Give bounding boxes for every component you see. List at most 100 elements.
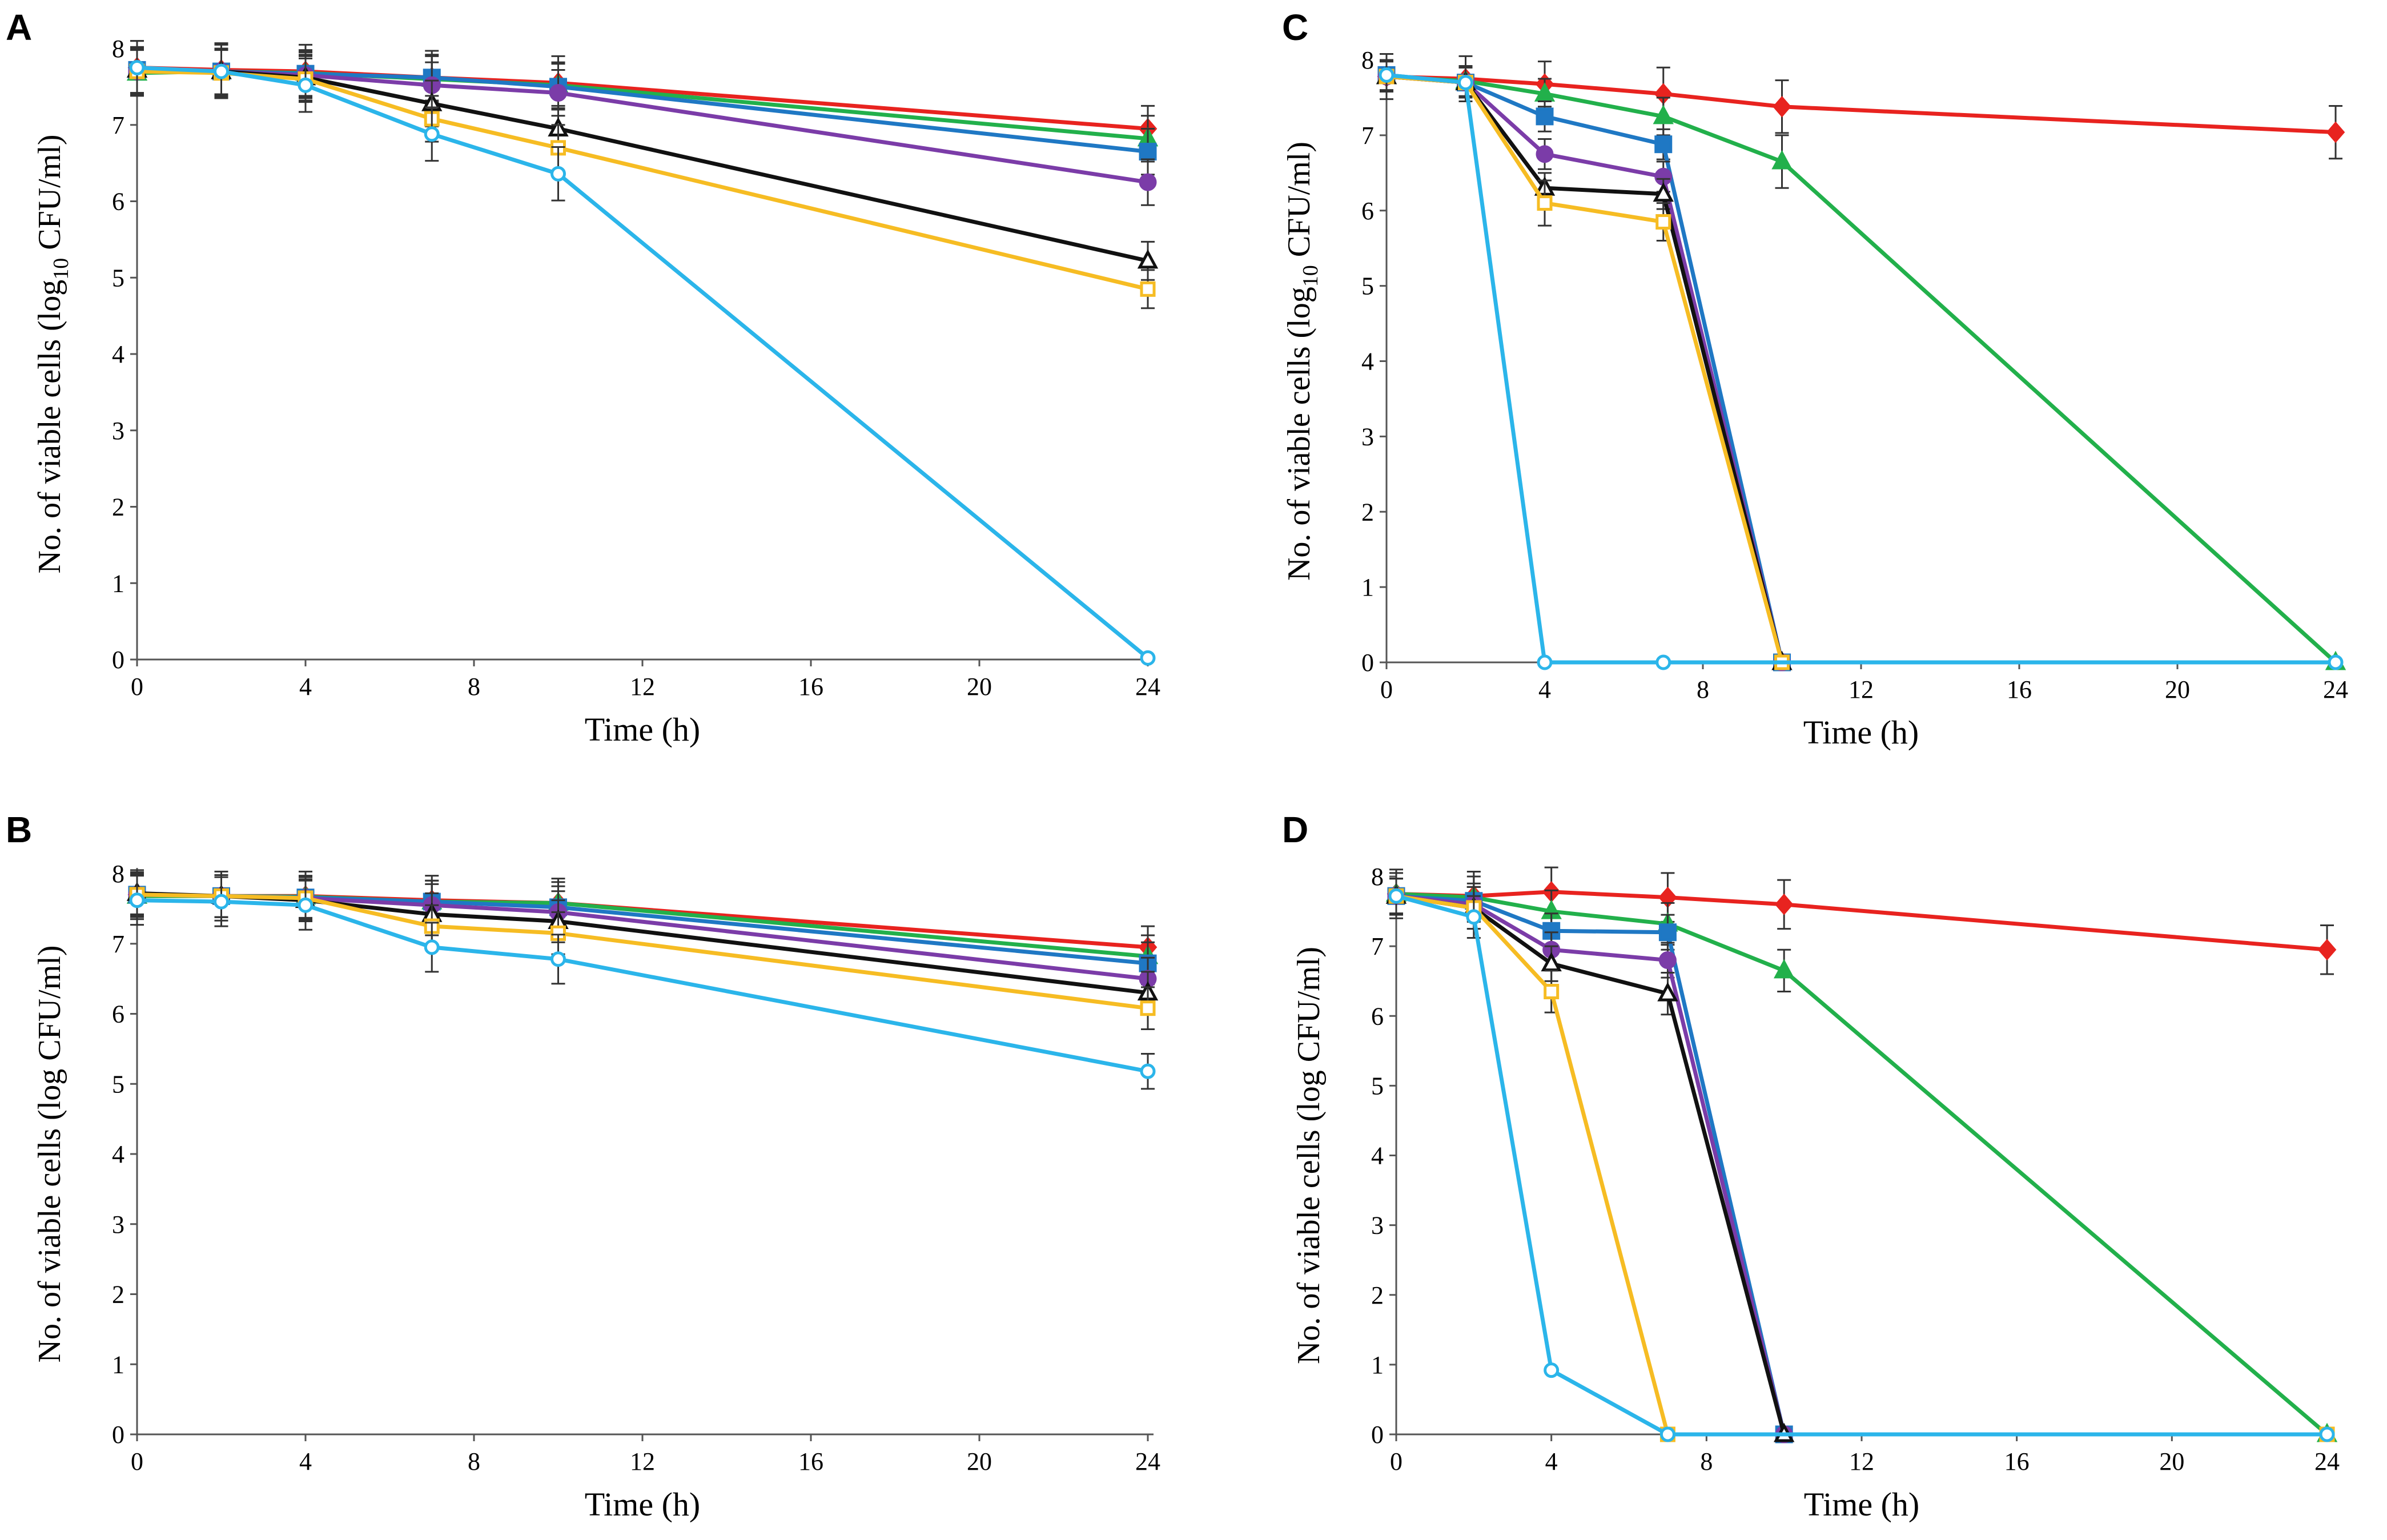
series-line-cyan	[1386, 73, 2336, 665]
data-point-cyan	[1655, 654, 1671, 670]
data-point-blue	[1139, 143, 1157, 161]
y-axis-label-subscript: 10	[1299, 265, 1323, 287]
x-tick-label: 4	[299, 673, 312, 701]
x-tick-label: 8	[468, 1447, 480, 1475]
data-point-cyan	[298, 897, 314, 913]
data-point-yellow	[1140, 281, 1156, 297]
x-tick-label: 24	[1135, 1447, 1160, 1475]
y-tick-label: 8	[1371, 863, 1384, 891]
series-line-yellow	[1386, 74, 1784, 663]
x-tick-label: 16	[798, 1447, 823, 1475]
panel-label: A	[6, 7, 32, 48]
data-point-cyan	[1458, 75, 1473, 91]
data-point-black	[1653, 182, 1674, 202]
series-red	[127, 869, 1158, 970]
y-tick-label: 0	[1371, 1421, 1384, 1449]
series-line-purple	[1386, 74, 1784, 663]
x-tick-label: 24	[2323, 675, 2348, 703]
y-axis-label-part: No. of viable cells (log	[1281, 287, 1317, 581]
data-point-green	[1653, 104, 1674, 124]
y-tick-label: 1	[112, 569, 124, 597]
y-axis-label-part: CFU/ml)	[32, 134, 67, 258]
data-point-cyan	[214, 894, 229, 910]
series-black	[1376, 61, 1793, 670]
y-axis-label-part: CFU/ml)	[1281, 142, 1317, 265]
data-point-red	[2317, 939, 2337, 961]
x-tick-label: 8	[468, 673, 480, 701]
y-tick-label: 0	[112, 1421, 124, 1449]
data-point-cyan	[550, 166, 566, 182]
series-blue	[1377, 59, 1791, 672]
series-line-black	[1396, 894, 1786, 1435]
x-tick-label: 0	[131, 1447, 143, 1475]
series-line-black	[1386, 74, 1784, 663]
data-point-green	[1773, 959, 1795, 979]
x-tick-label: 24	[2314, 1447, 2340, 1475]
y-tick-label: 1	[1371, 1351, 1384, 1379]
y-tick-label: 8	[112, 860, 124, 888]
data-point-black	[1137, 249, 1159, 269]
series-blue	[1387, 878, 1793, 1444]
series-green	[1376, 61, 2346, 670]
x-tick-label: 20	[2159, 1447, 2184, 1475]
y-axis-label: No. of viable cells (log CFU/ml)	[32, 945, 67, 1362]
y-axis-label-part: No. of viable cells (log	[32, 280, 67, 574]
data-point-cyan	[2319, 1426, 2335, 1442]
y-tick-label: 7	[1371, 932, 1384, 960]
y-tick-label: 1	[112, 1350, 124, 1378]
data-point-blue	[1658, 923, 1677, 942]
data-point-red	[1774, 894, 1794, 915]
x-tick-label: 12	[1849, 1447, 1874, 1475]
series-purple	[1387, 878, 1793, 1444]
data-point-cyan	[1140, 650, 1156, 666]
y-tick-label: 5	[1371, 1072, 1384, 1100]
data-point-blue	[1654, 135, 1673, 154]
x-tick-label: 4	[1545, 1447, 1558, 1475]
y-tick-label: 7	[1361, 122, 1374, 150]
series-line-black	[136, 67, 1148, 263]
y-tick-label: 6	[1371, 1002, 1384, 1030]
x-tick-label: 12	[630, 1447, 655, 1475]
y-tick-label: 4	[1361, 348, 1374, 376]
data-point-purple	[1536, 145, 1554, 163]
data-point-red	[1773, 95, 1791, 118]
x-tick-label: 16	[2004, 1447, 2030, 1475]
x-tick-label: 16	[798, 673, 823, 701]
y-axis-label-subscript: 10	[49, 258, 73, 280]
data-point-black	[1657, 982, 1678, 1002]
data-point-yellow	[1544, 984, 1560, 1000]
series-line-purple	[1396, 894, 1786, 1435]
data-point-cyan	[1466, 909, 1482, 925]
data-point-yellow	[1140, 1000, 1156, 1016]
series-line-cyan	[136, 65, 1150, 660]
data-point-yellow	[1537, 195, 1553, 211]
y-tick-label: 8	[1361, 46, 1374, 74]
series-black	[1385, 878, 1795, 1442]
series-purple	[1377, 61, 1791, 672]
x-tick-label: 8	[1700, 1447, 1713, 1475]
x-tick-label: 24	[1135, 673, 1160, 701]
y-tick-label: 6	[112, 1000, 124, 1028]
data-point-cyan	[1388, 888, 1404, 904]
series-yellow	[1379, 61, 1790, 670]
x-tick-label: 0	[1380, 675, 1393, 703]
x-tick-label: 20	[967, 673, 992, 701]
data-point-cyan	[550, 951, 566, 967]
data-point-cyan	[129, 892, 145, 908]
y-tick-label: 1	[1361, 573, 1374, 601]
y-tick-label: 5	[112, 264, 124, 292]
series-cyan	[129, 875, 1156, 1090]
data-point-cyan	[298, 77, 314, 93]
series-cyan	[1388, 878, 2335, 1442]
y-tick-label: 3	[112, 417, 124, 445]
y-axis-label: No. of viable cells (log10 CFU/ml)	[1281, 142, 1323, 581]
y-tick-label: 4	[112, 1140, 124, 1168]
y-tick-label: 0	[1361, 649, 1374, 677]
series-green	[1385, 872, 2338, 1442]
x-axis-label: Time (h)	[585, 1486, 701, 1523]
